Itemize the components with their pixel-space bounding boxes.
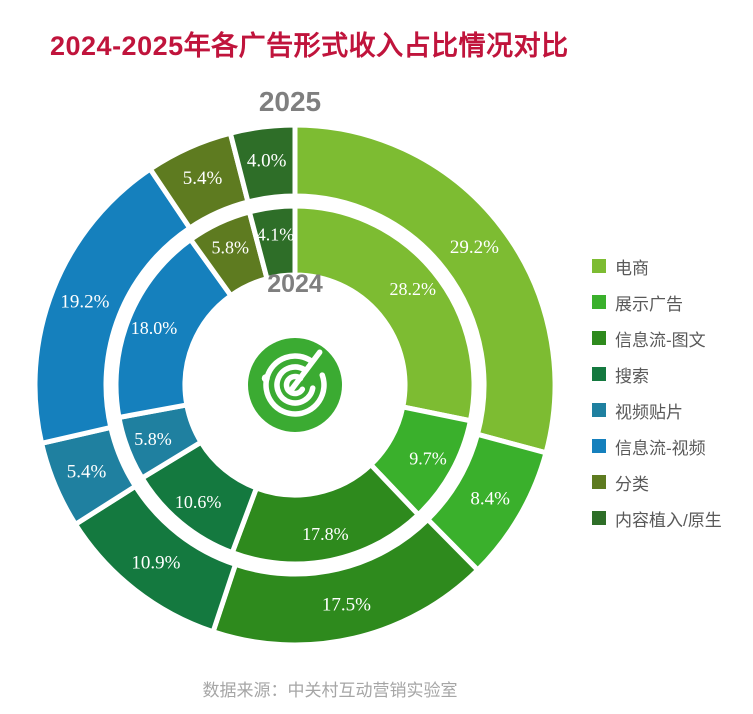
donut-slice-label-2025-4: 5.4% xyxy=(67,462,107,483)
chart-title: 2024-2025年各广告形式收入占比情况对比 xyxy=(50,31,569,61)
legend-item-7: 内容植入/原生 xyxy=(592,507,722,530)
donut-slice-2025-0 xyxy=(292,122,558,456)
donut-slice-label-2025-7: 4.0% xyxy=(247,150,287,171)
legend-item-4: 视频贴片 xyxy=(592,399,722,422)
legend-label: 展示广告 xyxy=(615,294,683,314)
legend-label: 电商 xyxy=(615,258,649,278)
legend-item-2: 信息流-图文 xyxy=(592,327,722,350)
donut-slice-2024-0 xyxy=(292,203,477,424)
legend-swatch xyxy=(592,439,606,453)
legend-swatch xyxy=(592,403,606,417)
legend-label: 搜索 xyxy=(615,366,649,386)
donut-slice-label-2024-4: 5.8% xyxy=(134,429,172,449)
legend-label: 视频贴片 xyxy=(615,402,683,422)
logo-spiral-arc-2 xyxy=(283,373,306,397)
legend-label: 信息流-视频 xyxy=(615,438,706,458)
donut-slice-label-2024-2: 17.8% xyxy=(302,524,349,544)
donut-slice-2024-7 xyxy=(246,203,298,282)
donut-slice-label-2025-5: 19.2% xyxy=(60,291,109,312)
donut-slice-label-2024-3: 10.6% xyxy=(175,492,222,512)
donut-chart: 29.2% 8.4% 17.5% 10.9% 5.4% 19.2% 5.4% 4.0% 28.2… xyxy=(32,122,558,648)
legend-item-5: 信息流-视频 xyxy=(592,435,722,458)
legend-swatch xyxy=(592,367,606,381)
donut-slice-2025-7 xyxy=(227,122,298,205)
center-logo xyxy=(248,338,342,432)
legend: 电商展示广告信息流-图文 搜索视频贴片信息流-视频 分类内容植入/原生 xyxy=(592,255,722,543)
legend-item-0: 电商 xyxy=(592,255,722,278)
legend-label: 信息流-图文 xyxy=(615,330,706,350)
donut-slice-label-2024-7: 4.1% xyxy=(257,224,295,244)
legend-item-6: 分类 xyxy=(592,471,722,494)
donut-slice-label-2025-2: 17.5% xyxy=(322,595,371,616)
legend-label: 分类 xyxy=(615,474,649,494)
legend-swatch xyxy=(592,511,606,525)
donut-slice-label-2025-6: 5.4% xyxy=(183,168,223,189)
outer-ring-year-label: 2025 xyxy=(258,86,322,117)
source-note: 数据来源：中关村互动营销实验室 xyxy=(202,681,458,700)
inner-ring-year-label: 2024 xyxy=(267,270,323,298)
donut-slice-label-2024-5: 18.0% xyxy=(131,318,178,338)
legend-item-1: 展示广告 xyxy=(592,291,722,314)
donut-slice-label-2024-0: 28.2% xyxy=(389,279,436,299)
legend-swatch xyxy=(592,331,606,345)
donut-slice-label-2024-6: 5.8% xyxy=(212,238,250,258)
donut-slice-label-2025-3: 10.9% xyxy=(131,553,180,574)
legend-swatch xyxy=(592,295,606,309)
legend-label: 内容植入/原生 xyxy=(615,510,722,530)
legend-swatch xyxy=(592,475,606,489)
donut-slice-label-2025-0: 29.2% xyxy=(450,237,499,258)
legend-item-3: 搜索 xyxy=(592,363,722,386)
donut-slice-label-2025-1: 8.4% xyxy=(470,488,510,509)
logo-spiral-arc-0 xyxy=(263,353,327,417)
logo-spiral-arc-1 xyxy=(274,364,316,406)
logo-needle xyxy=(288,349,323,394)
legend-swatch xyxy=(592,259,606,273)
donut-slice-label-2024-1: 9.7% xyxy=(409,449,447,469)
logo-dot xyxy=(261,374,270,383)
